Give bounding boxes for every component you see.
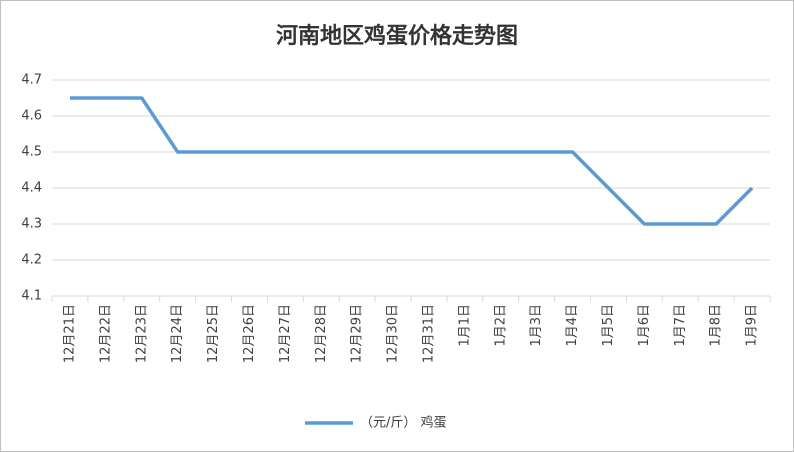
x-tick-label: 12月25日 <box>206 304 221 363</box>
x-tick-label: 12月30日 <box>386 304 401 363</box>
x-tick-label: 12月22日 <box>98 304 113 363</box>
y-tick-label: 4.1 <box>21 289 42 304</box>
chart-title: 河南地区鸡蛋价格走势图 <box>276 23 518 49</box>
x-tick-label: 12月21日 <box>62 304 77 363</box>
x-tick-label: 12月24日 <box>170 304 185 363</box>
y-tick-label: 4.2 <box>21 253 42 268</box>
x-tick-label: 1月3日 <box>529 304 544 347</box>
x-tick-label: 12月27日 <box>278 304 293 363</box>
x-tick-label: 1月7日 <box>673 304 688 347</box>
legend-label: （元/斤） 鸡蛋 <box>360 415 447 431</box>
x-tick-label: 1月6日 <box>637 304 652 347</box>
series-line <box>69 96 754 226</box>
x-tick-label: 12月26日 <box>242 304 257 363</box>
y-tick-label: 4.3 <box>21 217 42 232</box>
y-tick-label: 4.5 <box>21 145 42 160</box>
y-tick-label: 4.6 <box>21 109 42 124</box>
x-tick-label: 1月4日 <box>565 304 580 347</box>
x-tick-label: 1月5日 <box>601 304 616 347</box>
x-tick-label: 12月28日 <box>314 304 329 363</box>
y-tick-label: 4.7 <box>21 73 42 88</box>
y-tick-label: 4.4 <box>21 181 42 196</box>
x-tick-label: 1月2日 <box>493 304 508 347</box>
x-tick-label: 12月29日 <box>350 304 365 363</box>
x-tick-label: 1月8日 <box>709 304 724 347</box>
x-tick-label: 1月1日 <box>457 304 472 347</box>
x-tick-label: 12月23日 <box>134 304 149 363</box>
x-tick-label: 1月9日 <box>745 304 760 347</box>
x-tick-label: 12月31日 <box>421 304 436 363</box>
